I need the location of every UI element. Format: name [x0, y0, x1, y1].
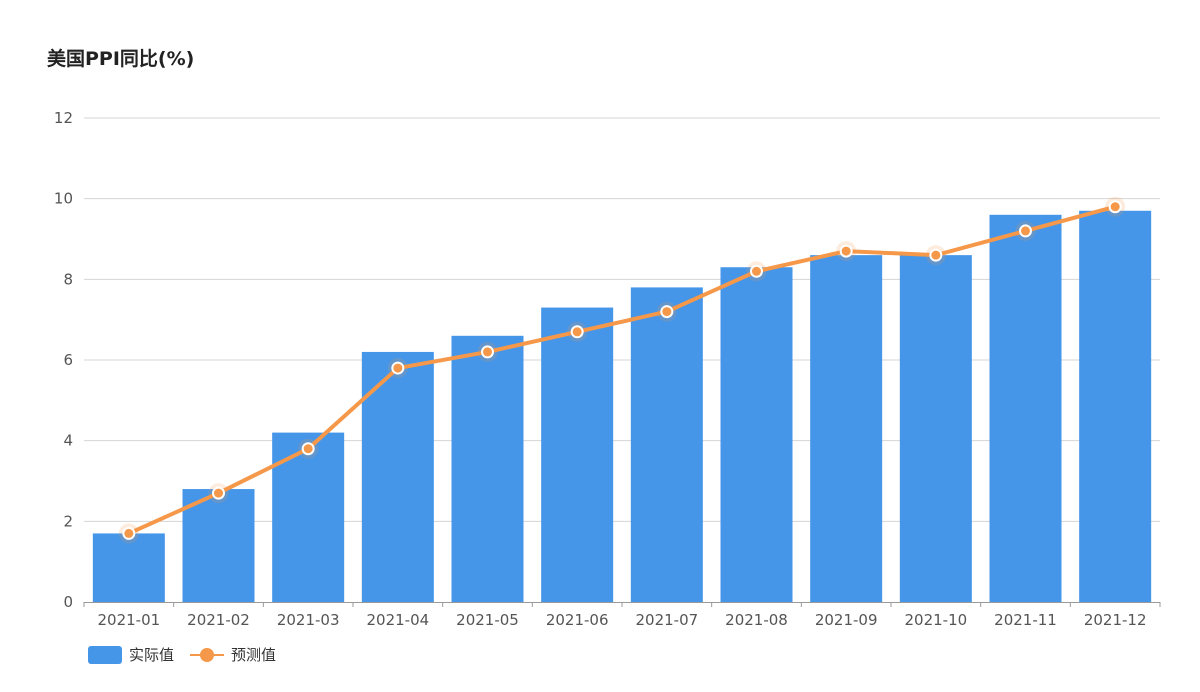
line-point[interactable] — [929, 248, 943, 262]
x-tick-label: 2021-04 — [366, 611, 429, 629]
bar[interactable] — [810, 255, 883, 602]
x-tick-label: 2021-08 — [725, 611, 788, 629]
x-tick-label: 2021-09 — [815, 611, 878, 629]
bar[interactable] — [92, 533, 165, 602]
y-tick-label: 6 — [63, 351, 73, 369]
x-tick-label: 2021-06 — [546, 611, 609, 629]
line-series — [118, 196, 1126, 544]
gridlines — [84, 117, 1160, 522]
y-tick-label: 12 — [54, 109, 73, 127]
line-point[interactable] — [122, 526, 136, 540]
y-tick-label: 10 — [54, 190, 73, 208]
y-tick-label: 8 — [63, 270, 73, 288]
legend: 实际值 预测值 — [88, 646, 276, 664]
x-tick-label: 2021-02 — [187, 611, 250, 629]
line-point[interactable] — [301, 442, 315, 456]
x-tick-label: 2021-01 — [97, 611, 160, 629]
bar[interactable] — [541, 307, 614, 602]
x-tick-label: 2021-11 — [994, 611, 1057, 629]
bar[interactable] — [989, 214, 1062, 603]
y-tick-label: 2 — [63, 512, 73, 530]
line-point[interactable] — [570, 325, 584, 339]
y-tick-label: 4 — [63, 432, 73, 450]
line-point[interactable] — [481, 345, 494, 359]
bar-series — [92, 210, 1152, 603]
bar[interactable] — [361, 351, 434, 602]
line-point[interactable] — [1108, 200, 1122, 214]
bar[interactable] — [182, 489, 255, 602]
x-tick-label: 2021-05 — [456, 611, 519, 629]
bar[interactable] — [1079, 210, 1152, 602]
x-axis-ticks: 2021-01 2021-02 2021-03 2021-04 2021-05 2021-… — [97, 611, 1146, 629]
y-tick-label: 0 — [63, 593, 73, 611]
legend-label-forecast[interactable]: 预测值 — [231, 646, 276, 664]
x-tick-label: 2021-07 — [635, 611, 698, 629]
bar[interactable] — [451, 335, 524, 602]
line-point[interactable] — [212, 486, 225, 500]
line-point[interactable] — [839, 244, 853, 258]
legend-swatch-bar[interactable] — [88, 646, 122, 664]
x-axis — [83, 602, 1161, 607]
x-tick-label: 2021-12 — [1084, 611, 1147, 629]
line-point[interactable] — [660, 305, 674, 319]
x-tick-label: 2021-03 — [277, 611, 340, 629]
y-axis-ticks: 0 2 4 6 8 10 12 — [54, 109, 73, 611]
line-point[interactable] — [391, 361, 405, 375]
chart-title: 美国PPI同比(%) — [47, 48, 195, 70]
legend-label-actual[interactable]: 实际值 — [129, 646, 174, 664]
bar[interactable] — [720, 267, 793, 602]
x-tick-label: 2021-10 — [904, 611, 967, 629]
legend-swatch-marker — [200, 648, 214, 662]
forecast-line — [126, 204, 1118, 536]
line-point[interactable] — [750, 264, 763, 278]
bar[interactable] — [899, 255, 972, 602]
bar[interactable] — [630, 287, 703, 602]
line-point[interactable] — [1019, 224, 1032, 238]
